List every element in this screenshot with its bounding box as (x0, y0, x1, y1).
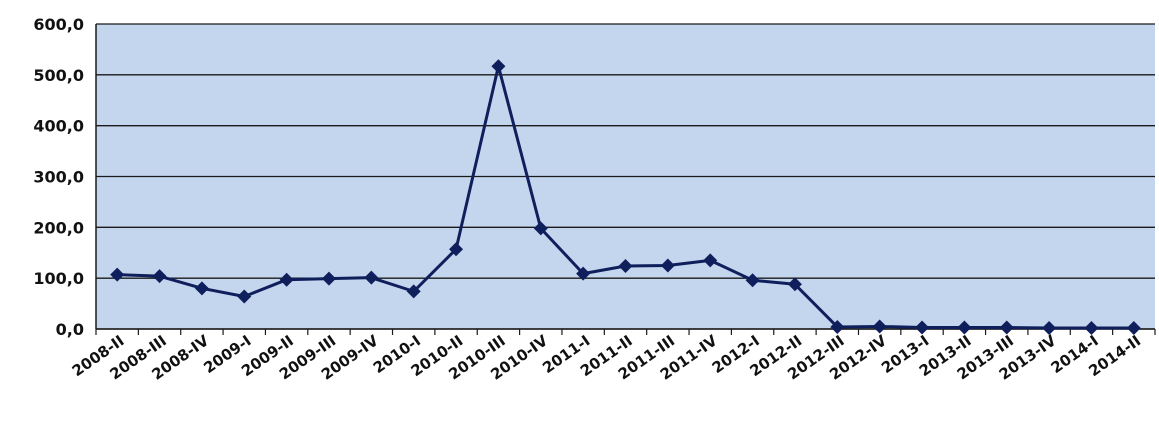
data-point-marker (872, 319, 887, 334)
y-tick-label: 300,0 (33, 168, 84, 187)
y-tick-label: 100,0 (33, 269, 84, 288)
data-point-marker (449, 242, 464, 257)
data-point-marker (194, 281, 209, 296)
data-point-marker (533, 221, 548, 236)
data-point-marker (321, 271, 336, 286)
data-point-marker (660, 258, 675, 273)
data-point-marker (745, 273, 760, 288)
data-point-marker (152, 269, 167, 284)
data-point-marker (830, 319, 845, 334)
data-point-marker (787, 277, 802, 292)
y-tick-label: 0,0 (56, 320, 84, 339)
data-point-marker (957, 320, 972, 335)
data-point-marker (491, 59, 506, 74)
data-point-marker (915, 320, 930, 335)
y-tick-label: 600,0 (33, 15, 84, 34)
data-point-marker (406, 284, 421, 299)
data-point-marker (1126, 320, 1141, 335)
data-point-marker (364, 270, 379, 285)
y-tick-label: 500,0 (33, 66, 84, 85)
data-point-marker (1084, 320, 1099, 335)
data-point-marker (999, 320, 1014, 335)
y-tick-label: 200,0 (33, 218, 84, 237)
data-point-marker (110, 267, 125, 282)
data-point-marker (237, 289, 252, 304)
data-point-marker (703, 253, 718, 268)
y-tick-label: 400,0 (33, 117, 84, 136)
data-point-marker (279, 272, 294, 287)
data-point-marker (618, 258, 633, 273)
data-point-marker (576, 266, 591, 281)
data-point-marker (1042, 320, 1057, 335)
